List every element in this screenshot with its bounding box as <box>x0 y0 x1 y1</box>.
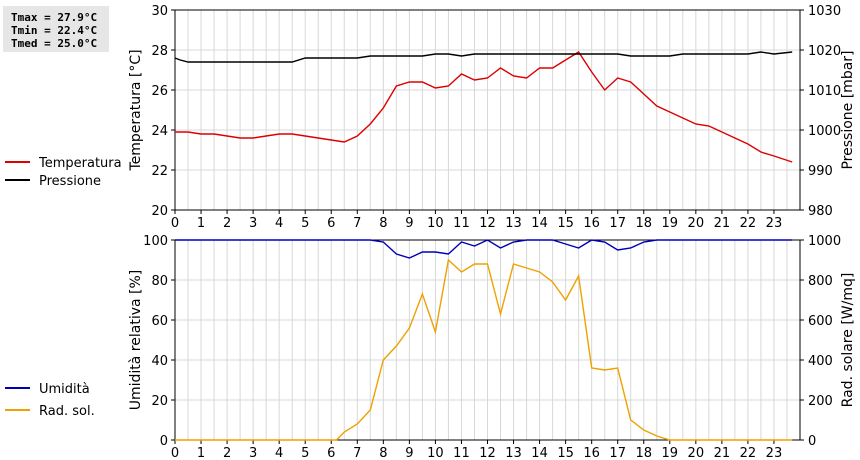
y-tick-label: 22 <box>151 164 168 179</box>
x-tick-label: 16 <box>583 216 600 231</box>
x-tick-label: 1 <box>197 216 205 231</box>
x-tick-label: 22 <box>740 216 757 231</box>
y2-tick-label: 1000 <box>808 124 841 139</box>
y2-tick-label: 400 <box>808 354 833 369</box>
x-tick-label: 18 <box>635 216 652 231</box>
x-tick-label: 7 <box>353 216 361 231</box>
y-tick-label: 24 <box>151 124 168 139</box>
x-tick-label: 19 <box>662 216 679 231</box>
y2-tick-label: 1000 <box>808 234 841 249</box>
x-tick-label: 0 <box>171 446 179 460</box>
y-tick-label: 30 <box>151 4 168 19</box>
x-tick-label: 4 <box>275 446 283 460</box>
chart-panel-1: 0 1 2 3 4 5 6 7 8 9 10 11 12 13 14 15 16 17 18 19 20 21 22 2320… <box>5 4 856 231</box>
x-tick-label: 9 <box>405 446 413 460</box>
y-tick-label: 20 <box>151 394 168 409</box>
y2-axis-title: Pressione [mbar] <box>840 50 856 169</box>
y-tick-label: 20 <box>151 204 168 219</box>
x-tick-label: 18 <box>635 446 652 460</box>
chart-panel-2: 0 1 2 3 4 5 6 7 8 9 10 11 12 13 14 15 16 17 18 19 20 21 22 2302… <box>5 234 856 460</box>
tmax-label: Tmax = 27.9°C <box>11 11 98 24</box>
y2-axis-title: Rad. solare [W/mq] <box>840 273 856 408</box>
x-tick-label: 8 <box>379 216 387 231</box>
tmin-label: Tmin = 22.4°C <box>11 24 98 37</box>
tmed-label: Tmed = 25.0°C <box>11 37 98 50</box>
x-tick-label: 2 <box>223 216 231 231</box>
x-tick-label: 17 <box>609 446 626 460</box>
x-tick-label: 20 <box>688 446 705 460</box>
x-tick-label: 15 <box>557 446 574 460</box>
legend-label: Pressione <box>39 174 101 189</box>
y2-tick-label: 1010 <box>808 84 841 99</box>
y2-tick-label: 200 <box>808 394 833 409</box>
x-tick-label: 23 <box>766 216 783 231</box>
series-line-1-2 <box>174 51 793 63</box>
y2-tick-label: 980 <box>808 204 833 219</box>
x-tick-label: 13 <box>505 216 522 231</box>
x-tick-label: 23 <box>766 446 783 460</box>
y-tick-label: 80 <box>151 274 168 289</box>
y-tick-label: 28 <box>151 44 168 59</box>
x-tick-label: 11 <box>453 446 470 460</box>
x-tick-label: 4 <box>275 216 283 231</box>
y-axis-title: Temperatura [°C] <box>128 49 144 171</box>
y2-tick-label: 0 <box>808 434 816 449</box>
legend-label: Umidità <box>39 382 90 397</box>
x-tick-label: 17 <box>609 216 626 231</box>
series-line-2-2 <box>175 258 793 441</box>
x-tick-label: 6 <box>327 216 335 231</box>
x-tick-label: 1 <box>197 446 205 460</box>
stats-box: Tmax = 27.9°C Tmin = 22.4°C Tmed = 25.0°… <box>3 6 109 52</box>
x-tick-label: 22 <box>740 446 757 460</box>
x-tick-label: 12 <box>479 446 496 460</box>
y2-tick-label: 990 <box>808 164 833 179</box>
x-tick-label: 15 <box>557 216 574 231</box>
x-tick-label: 9 <box>405 216 413 231</box>
x-tick-label: 7 <box>353 446 361 460</box>
x-tick-label: 10 <box>427 216 444 231</box>
y-tick-label: 26 <box>151 84 168 99</box>
x-tick-label: 21 <box>714 446 731 460</box>
x-tick-label: 3 <box>249 216 257 231</box>
x-tick-label: 0 <box>171 216 179 231</box>
y-tick-label: 40 <box>151 354 168 369</box>
y2-tick-label: 600 <box>808 314 833 329</box>
x-tick-label: 19 <box>662 446 679 460</box>
x-tick-label: 6 <box>327 446 335 460</box>
legend-label: Temperatura <box>38 156 122 171</box>
y-tick-label: 100 <box>143 234 168 249</box>
y-tick-label: 60 <box>151 314 168 329</box>
x-tick-label: 5 <box>301 216 309 231</box>
x-tick-label: 14 <box>531 216 548 231</box>
y-axis-title: Umidità relativa [%] <box>128 270 144 411</box>
x-tick-label: 3 <box>249 446 257 460</box>
y2-tick-label: 1020 <box>808 44 841 59</box>
x-tick-label: 10 <box>427 446 444 460</box>
x-tick-label: 8 <box>379 446 387 460</box>
y-tick-label: 0 <box>160 434 168 449</box>
x-tick-label: 20 <box>688 216 705 231</box>
series-line-2-1 <box>175 239 793 259</box>
x-tick-label: 16 <box>583 446 600 460</box>
legend-label: Rad. sol. <box>39 404 95 419</box>
y2-tick-label: 1030 <box>808 4 841 19</box>
y2-tick-label: 800 <box>808 274 833 289</box>
series-line-1-1 <box>175 51 793 163</box>
x-tick-label: 14 <box>531 446 548 460</box>
x-tick-label: 13 <box>505 446 522 460</box>
x-tick-label: 2 <box>223 446 231 460</box>
x-tick-label: 12 <box>479 216 496 231</box>
x-tick-label: 21 <box>714 216 731 231</box>
x-tick-label: 5 <box>301 446 309 460</box>
x-tick-label: 11 <box>453 216 470 231</box>
